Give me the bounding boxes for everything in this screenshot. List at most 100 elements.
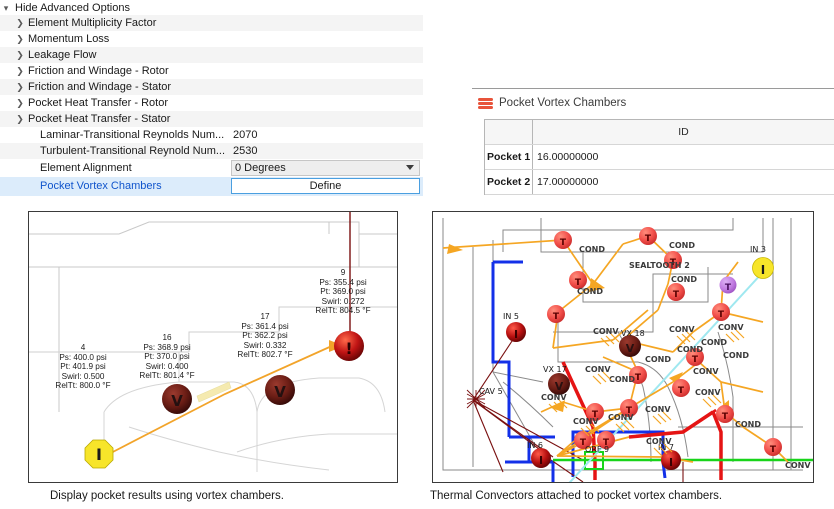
- chevron-right-icon[interactable]: ❯: [16, 34, 24, 44]
- tree-item-label: Turbulent-Transitional Reynold Num...: [40, 145, 226, 157]
- chevron-down-icon[interactable]: ▾: [3, 2, 9, 13]
- vortex-node-9: !: [334, 331, 364, 361]
- edge-label-cond: COND: [609, 375, 635, 384]
- tree-item-friction-and-windage-rotor[interactable]: ❯ Friction and Windage - Rotor: [0, 63, 423, 79]
- node-label-in7: IN 7: [658, 443, 674, 452]
- cell-pocket-1-id[interactable]: 16.00000000: [533, 145, 834, 169]
- svg-text:T: T: [645, 234, 652, 244]
- pocket-vortex-chambers-dialog: Pocket Vortex Chambers ID Pocket 1 16.00…: [472, 88, 834, 195]
- flow-arrow-secondary: [196, 381, 232, 403]
- tree-item-turbulent-transitional-reynold-number[interactable]: Turbulent-Transitional Reynold Num... 25…: [0, 143, 423, 159]
- edge-label-conv: CONV: [695, 388, 721, 397]
- pocket-ps: Ps: 368.9 psi: [143, 342, 191, 352]
- node-label-in5: IN 5: [503, 312, 519, 321]
- pocket-swirl: Swirl: 0.400: [145, 361, 189, 371]
- pocket-reltt: RelTt: 801.4 °F: [139, 371, 195, 380]
- property-tree-panel[interactable]: ▾ Hide Advanced Options ❯ Element Multip…: [0, 0, 423, 198]
- pocket-pt: Pt: 370.0 psi: [144, 352, 190, 361]
- thermal-nodes: T T T T T T T T T T T T T T T T: [547, 227, 782, 456]
- edge-label-conv: CONV: [593, 327, 619, 336]
- vortex-node-17: V: [265, 375, 295, 405]
- cell-pocket-2-id[interactable]: 17.00000000: [533, 170, 834, 194]
- edge-label-cond: COND: [677, 345, 703, 354]
- edge-label-conv: CONV: [645, 405, 671, 414]
- thermal-convectors-figure: T T T T T T T T T T T T T T T T T I: [432, 211, 814, 483]
- tree-item-value[interactable]: 2530: [233, 145, 258, 157]
- purple-node: T: [719, 276, 737, 294]
- svg-text:T: T: [725, 283, 732, 293]
- tree-item-pocket-heat-transfer-rotor[interactable]: ❯ Pocket Heat Transfer - Rotor: [0, 95, 423, 111]
- table-row[interactable]: Pocket 2 17.00000000: [485, 170, 834, 195]
- edge-label-conv: CONV: [646, 437, 672, 446]
- svg-text:V: V: [274, 383, 286, 401]
- chevron-right-icon[interactable]: ❯: [16, 66, 24, 76]
- tree-item-element-multiplicity-factor[interactable]: ❯ Element Multiplicity Factor: [0, 15, 423, 31]
- inlet-node-in6: I: [531, 448, 551, 468]
- tree-item-label: Friction and Windage - Stator: [28, 81, 172, 93]
- chevron-right-icon[interactable]: ❯: [16, 98, 24, 108]
- svg-text:I: I: [539, 454, 543, 467]
- pocket-label-9: 9 Ps: 355.4 psi Pt: 369.0 psi Swirl: 0.2…: [291, 268, 395, 316]
- edge-label-conv: CONV: [608, 413, 634, 422]
- tree-item-momentum-loss[interactable]: ❯ Momentum Loss: [0, 31, 423, 47]
- chevron-right-icon[interactable]: ❯: [16, 50, 24, 60]
- chevron-right-icon[interactable]: ❯: [16, 82, 24, 92]
- element-alignment-value: 0 Degrees: [235, 162, 286, 174]
- tree-item-value[interactable]: 2070: [233, 129, 258, 141]
- pocket-ps: Ps: 361.4 psi: [241, 321, 289, 331]
- svg-text:T: T: [670, 258, 677, 268]
- edge-label-cond: COND: [723, 351, 749, 360]
- pocket-grid[interactable]: ID Pocket 1 16.00000000 Pocket 2 17.0000…: [484, 119, 834, 195]
- edge-label-conv: CONV: [573, 417, 599, 426]
- tree-item-label: Leakage Flow: [28, 49, 97, 61]
- pocket-ps: Ps: 355.4 psi: [319, 277, 367, 287]
- left-figure-caption: Display pocket results using vortex cham…: [50, 490, 284, 502]
- inlet-node-in7: I: [661, 450, 681, 470]
- inlet-node-4: I: [84, 439, 114, 469]
- row-header-pocket-2[interactable]: Pocket 2: [485, 170, 533, 194]
- tree-item-label: Element Alignment: [40, 162, 132, 174]
- tree-item-pocket-vortex-chambers[interactable]: Pocket Vortex Chambers Define: [0, 177, 423, 196]
- tree-header-hide-advanced-options[interactable]: ▾ Hide Advanced Options: [0, 0, 423, 15]
- svg-text:T: T: [692, 355, 699, 365]
- pocket-pt: Pt: 362.2 psi: [242, 331, 288, 340]
- element-alignment-dropdown[interactable]: 0 Degrees: [231, 160, 420, 176]
- pocket-reltt: RelTt: 800.0 °F: [55, 381, 111, 390]
- chevron-right-icon[interactable]: ❯: [16, 114, 24, 124]
- pocket-swirl: Swirl: 0.332: [243, 340, 287, 350]
- edge-label-conv: CONV: [785, 461, 811, 470]
- pocket-vortex-chambers-label: Pocket Vortex Chambers: [40, 180, 162, 192]
- row-header-pocket-1[interactable]: Pocket 1: [485, 145, 533, 169]
- node-label-vx17: VX 17: [543, 365, 567, 374]
- edge-label-conv: CONV: [585, 365, 611, 374]
- edge-label-sealtooth: SEALTOOTH 2: [629, 261, 690, 270]
- svg-text:T: T: [603, 438, 610, 448]
- node-label-in3: IN 3: [750, 245, 766, 254]
- tree-item-pocket-heat-transfer-stator[interactable]: ❯ Pocket Heat Transfer - Stator: [0, 111, 423, 127]
- orifice-marker: [584, 451, 604, 470]
- pocket-swirl: Swirl: 0.500: [61, 371, 105, 381]
- svg-text:I: I: [761, 263, 765, 277]
- pocket-reltt: RelTt: 802.7 °F: [237, 350, 293, 359]
- pocket-id: 4: [80, 343, 86, 352]
- define-button[interactable]: Define: [231, 178, 420, 194]
- dialog-title: Pocket Vortex Chambers: [499, 97, 627, 109]
- tree-item-friction-and-windage-stator[interactable]: ❯ Friction and Windage - Stator: [0, 79, 423, 95]
- chevron-down-icon[interactable]: [406, 165, 414, 170]
- grid-column-header-id[interactable]: ID: [533, 120, 834, 144]
- tree-item-label: Element Multiplicity Factor: [28, 17, 157, 29]
- pocket-label-16: 16 Ps: 368.9 psi Pt: 370.0 psi Swirl: 0.…: [115, 333, 219, 381]
- chevron-right-icon[interactable]: ❯: [16, 18, 24, 28]
- tree-item-element-alignment[interactable]: Element Alignment 0 Degrees: [0, 159, 423, 177]
- tree-item-laminar-transitional-reynolds-number[interactable]: Laminar-Transitional Reynolds Num... 207…: [0, 127, 423, 143]
- pocket-reltt: RelTt: 804.5 °F: [315, 306, 371, 315]
- tree-header-label: Hide Advanced Options: [15, 1, 130, 14]
- table-row[interactable]: Pocket 1 16.00000000: [485, 145, 834, 170]
- svg-text:T: T: [560, 238, 567, 248]
- svg-text:T: T: [722, 412, 729, 422]
- svg-text:T: T: [770, 445, 777, 455]
- pocket-swirl: Swirl: 0.272: [321, 296, 365, 306]
- svg-text:T: T: [678, 386, 685, 396]
- vortex-node-16: V: [162, 384, 192, 414]
- tree-item-leakage-flow[interactable]: ❯ Leakage Flow: [0, 47, 423, 63]
